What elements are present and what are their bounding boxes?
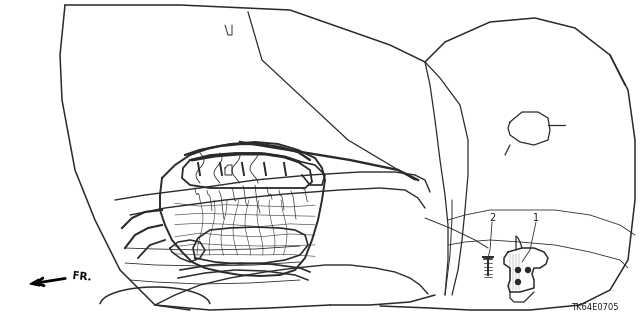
Circle shape	[525, 268, 531, 272]
Text: 2: 2	[489, 213, 495, 223]
Text: 1: 1	[533, 213, 539, 223]
Circle shape	[515, 279, 520, 285]
Polygon shape	[30, 279, 40, 286]
Text: FR.: FR.	[72, 271, 92, 283]
Text: TK64E0705: TK64E0705	[572, 303, 619, 313]
Circle shape	[515, 268, 520, 272]
